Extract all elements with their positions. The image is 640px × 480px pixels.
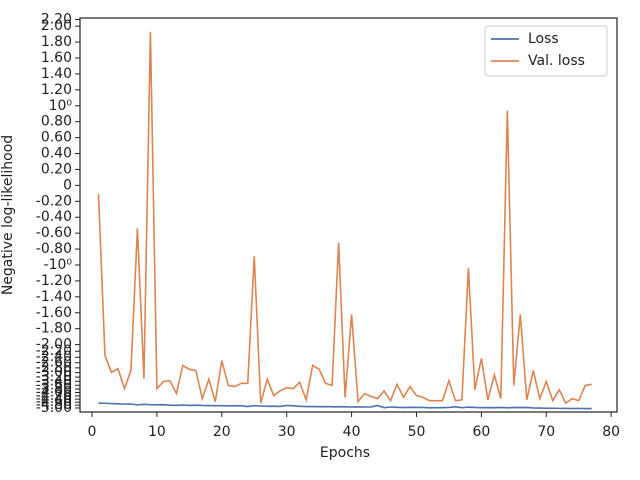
y-tick-label: 1.20 xyxy=(41,82,72,98)
y-tick-label: 2.00 xyxy=(41,18,72,34)
y-tick-label: -10⁰ xyxy=(44,257,73,273)
x-tick-label: 50 xyxy=(408,424,426,440)
y-tick-label: 1.60 xyxy=(41,50,72,66)
y-tick-label: 1.80 xyxy=(41,34,72,50)
y-tick-label: -4.40 xyxy=(36,391,72,407)
y-tick-label: -0.20 xyxy=(36,193,72,209)
y-tick-label: 0.60 xyxy=(41,130,72,146)
y-tick-label: -4.20 xyxy=(36,388,72,404)
y-tick-label: -1.40 xyxy=(36,289,72,305)
y-tick-label: -3.00 xyxy=(36,365,72,381)
y-tick-label: -1.60 xyxy=(36,305,72,321)
y-tick-label: -4.00 xyxy=(36,385,72,401)
x-tick-label: 80 xyxy=(602,424,620,440)
y-tick-label: -3.60 xyxy=(36,377,72,393)
x-tick-label: 60 xyxy=(472,424,490,440)
y-tick-label: 10⁰ xyxy=(49,98,73,114)
y-tick-label: 0.20 xyxy=(41,161,72,177)
y-tick-label: -0.60 xyxy=(36,225,72,241)
axes-frame xyxy=(79,17,618,413)
y-tick-label: -4.60 xyxy=(36,394,72,410)
y-tick-label: -2.80 xyxy=(36,360,72,376)
y-tick-label: -3.40 xyxy=(36,373,72,389)
x-tick-label: 0 xyxy=(88,424,97,440)
y-tick-label: -3.80 xyxy=(36,381,72,397)
y-tick-label: -1.20 xyxy=(36,273,72,289)
y-tick-label: -2.60 xyxy=(36,355,72,371)
x-tick-label: 40 xyxy=(343,424,361,440)
y-tick-label: -0.40 xyxy=(36,209,72,225)
legend-label: Val. loss xyxy=(528,53,585,69)
y-tick-label: 0 xyxy=(63,177,72,193)
y-tick-label: 0.80 xyxy=(41,114,72,130)
y-tick-label: 2.20 xyxy=(41,12,72,28)
series-line xyxy=(97,31,592,405)
series-line xyxy=(98,402,592,410)
y-tick-label: -2.40 xyxy=(36,349,72,365)
y-tick-label: 1.40 xyxy=(41,66,72,82)
y-tick-label: -4.80 xyxy=(36,397,72,413)
x-tick-label: 10 xyxy=(148,424,166,440)
x-axis-label: Epochs xyxy=(320,445,370,461)
y-tick-label: -1.80 xyxy=(36,321,72,337)
y-tick-label: -3.20 xyxy=(36,369,72,385)
x-tick-label: 20 xyxy=(213,424,231,440)
y-tick-label: -2.00 xyxy=(36,337,72,353)
y-tick-label: -0.80 xyxy=(36,241,72,257)
y-tick-label: -2.20 xyxy=(36,343,72,359)
y-tick-label: -5.00 xyxy=(36,400,72,416)
x-tick-label: 70 xyxy=(537,424,555,440)
y-axis-label: Negative log-likelihood xyxy=(0,135,16,295)
y-tick-label: 0.40 xyxy=(41,146,72,162)
x-tick-label: 30 xyxy=(278,424,296,440)
legend-label: Loss xyxy=(528,31,559,47)
